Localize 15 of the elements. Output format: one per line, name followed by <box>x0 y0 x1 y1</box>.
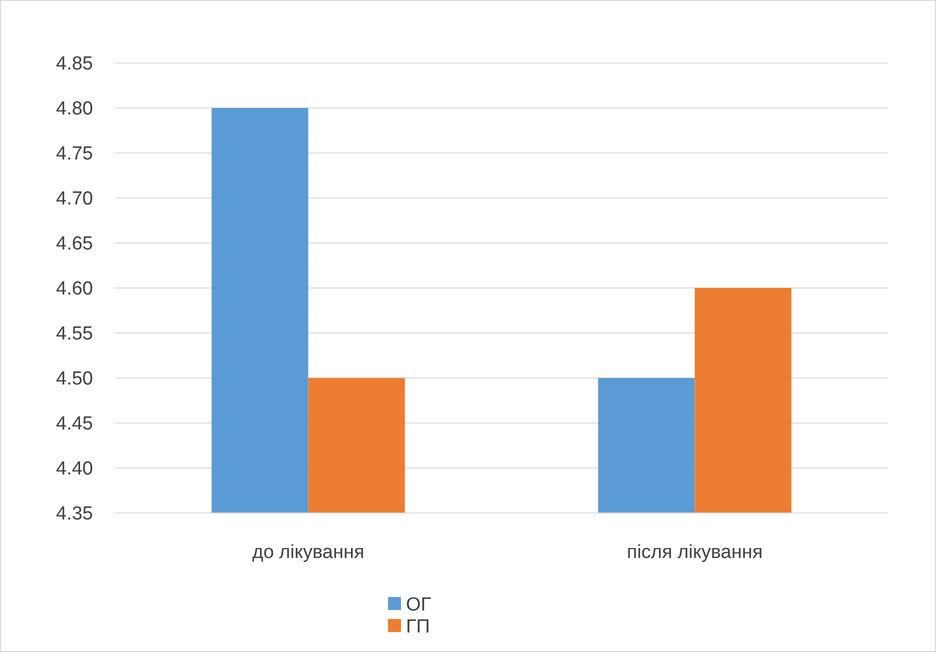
x-tick-label: після лікування <box>626 542 763 563</box>
y-tick-label: 4.55 <box>56 324 93 345</box>
y-tick-label: 4.40 <box>56 458 93 480</box>
y-tick-label: 4.80 <box>56 98 93 120</box>
y-tick-label: 4.75 <box>56 144 93 165</box>
y-tick-label: 4.85 <box>56 54 93 75</box>
legend-label: ОГ <box>406 594 432 616</box>
y-tick-label: 4.70 <box>56 188 93 210</box>
y-tick-label: 4.50 <box>56 368 93 390</box>
legend-label: ГП <box>406 616 430 638</box>
x-tick-label: до лікування <box>252 542 364 563</box>
y-tick-label: 4.60 <box>56 278 93 300</box>
y-tick-label: 4.45 <box>56 414 93 435</box>
y-tick-label: 4.35 <box>56 504 93 525</box>
y-tick-label: 4.65 <box>56 234 93 255</box>
